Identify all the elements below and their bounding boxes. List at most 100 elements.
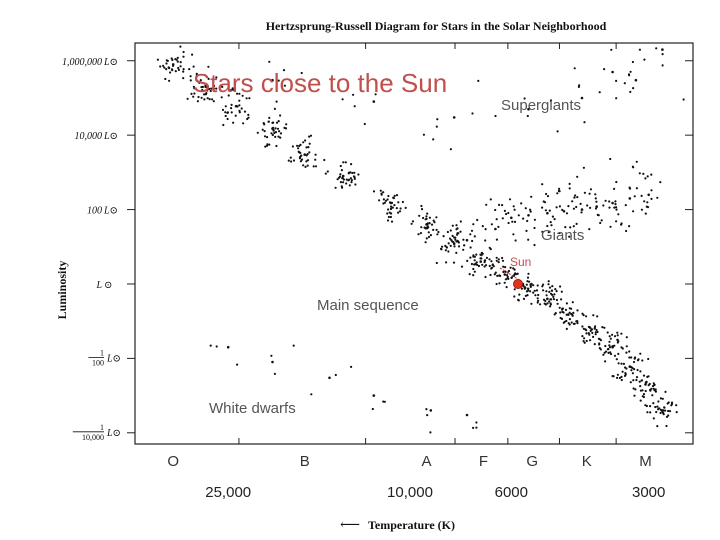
main-sequence-point — [397, 201, 400, 204]
main-sequence-point — [203, 98, 206, 101]
main-sequence-point — [506, 275, 509, 279]
main-sequence-point — [616, 331, 619, 334]
main-sequence-point — [300, 158, 304, 161]
main-sequence-point — [570, 321, 573, 324]
giants-point — [462, 248, 465, 251]
y-tick-unit: L⊙ — [103, 206, 118, 217]
spectral-class-label: A — [421, 453, 431, 470]
main-sequence-point — [568, 311, 571, 314]
main-sequence-point — [242, 122, 245, 125]
giants-point — [628, 186, 631, 189]
main-sequence-point — [595, 328, 598, 332]
main-sequence-point — [581, 312, 584, 315]
main-sequence-point — [268, 116, 271, 119]
main-sequence-point — [668, 410, 672, 413]
white-dwarfs-point — [383, 400, 386, 403]
main-sequence-point — [512, 267, 515, 270]
main-sequence-point — [274, 135, 277, 138]
main-sequence-point — [348, 184, 351, 187]
main-sequence-point — [475, 253, 478, 256]
main-sequence-point — [630, 369, 633, 372]
main-sequence-point — [501, 259, 505, 262]
main-sequence-point — [422, 216, 425, 220]
main-sequence-point — [664, 409, 667, 412]
main-sequence-point — [647, 384, 650, 387]
main-sequence-point — [570, 307, 573, 310]
main-sequence-point — [529, 290, 532, 293]
main-sequence-point — [558, 306, 561, 309]
sun-label: Sun — [510, 255, 531, 269]
main-sequence-point — [495, 282, 498, 286]
main-sequence-point — [620, 375, 623, 378]
main-sequence-point — [479, 253, 482, 256]
giants-point — [494, 227, 497, 231]
giants-point — [489, 198, 492, 201]
main-sequence-point — [215, 87, 218, 90]
main-sequence-point — [389, 215, 392, 219]
giants-point — [459, 230, 462, 233]
main-sequence-point — [603, 326, 606, 329]
main-sequence-point — [507, 277, 510, 280]
main-sequence-point — [436, 233, 439, 236]
giants-point — [476, 218, 479, 222]
supergiants-point — [268, 60, 271, 63]
main-sequence-point — [308, 135, 311, 138]
main-sequence-point — [455, 251, 458, 254]
main-sequence-point — [528, 280, 531, 283]
giants-point — [541, 183, 544, 186]
supergiants-point — [494, 114, 497, 118]
spectral-class-label: O — [167, 453, 179, 470]
giants-point — [507, 221, 510, 225]
giants-point — [435, 261, 438, 265]
main-sequence-point — [585, 339, 588, 343]
main-sequence-point — [232, 121, 235, 124]
main-sequence-point — [387, 208, 390, 211]
main-sequence-point — [163, 66, 166, 69]
main-sequence-point — [544, 303, 548, 306]
main-sequence-point — [675, 411, 678, 414]
white-dwarfs-point — [271, 360, 274, 364]
main-sequence-point — [541, 285, 544, 288]
main-sequence-point — [665, 424, 668, 428]
giants-point — [548, 209, 551, 212]
main-sequence-point — [455, 224, 458, 227]
main-sequence-point — [546, 302, 549, 305]
main-sequence-point — [552, 298, 556, 301]
main-sequence-point — [620, 378, 623, 382]
main-sequence-point — [384, 199, 388, 202]
giants-point — [473, 235, 476, 238]
supergiants-point — [682, 98, 685, 101]
main-sequence-point — [625, 345, 628, 348]
giants-point — [497, 225, 500, 228]
main-sequence-point — [537, 299, 540, 302]
supergiants-label: Supergiants — [501, 97, 581, 114]
main-sequence-point — [192, 95, 195, 98]
giants-point — [549, 221, 552, 224]
main-sequence-point — [306, 164, 309, 167]
giants-point — [495, 218, 498, 221]
main-sequence-point — [617, 352, 620, 355]
main-sequence-point — [176, 60, 179, 63]
main-sequence-point — [559, 311, 562, 314]
main-sequence-point — [427, 226, 430, 229]
main-sequence-point — [634, 388, 637, 391]
giants-point — [568, 235, 571, 238]
white-dwarfs-point — [426, 414, 429, 417]
giants-point — [608, 206, 611, 209]
main-sequence-point — [633, 394, 636, 397]
white-dwarfs-point — [226, 345, 230, 349]
main-sequence-point — [353, 171, 356, 174]
main-sequence-point — [179, 65, 182, 68]
main-sequence-point — [189, 75, 192, 78]
main-sequence-point — [617, 362, 620, 365]
main-sequence-point — [632, 360, 636, 364]
main-sequence-point — [211, 98, 214, 101]
main-sequence-point — [572, 311, 575, 314]
giants-point — [533, 243, 536, 247]
main-sequence-point — [395, 207, 398, 210]
main-sequence-point — [547, 280, 550, 283]
giants-point — [635, 187, 639, 190]
x-axis-direction-arrow: ⟵ — [340, 518, 360, 533]
main-sequence-point — [525, 283, 528, 286]
main-sequence-point — [535, 289, 539, 292]
